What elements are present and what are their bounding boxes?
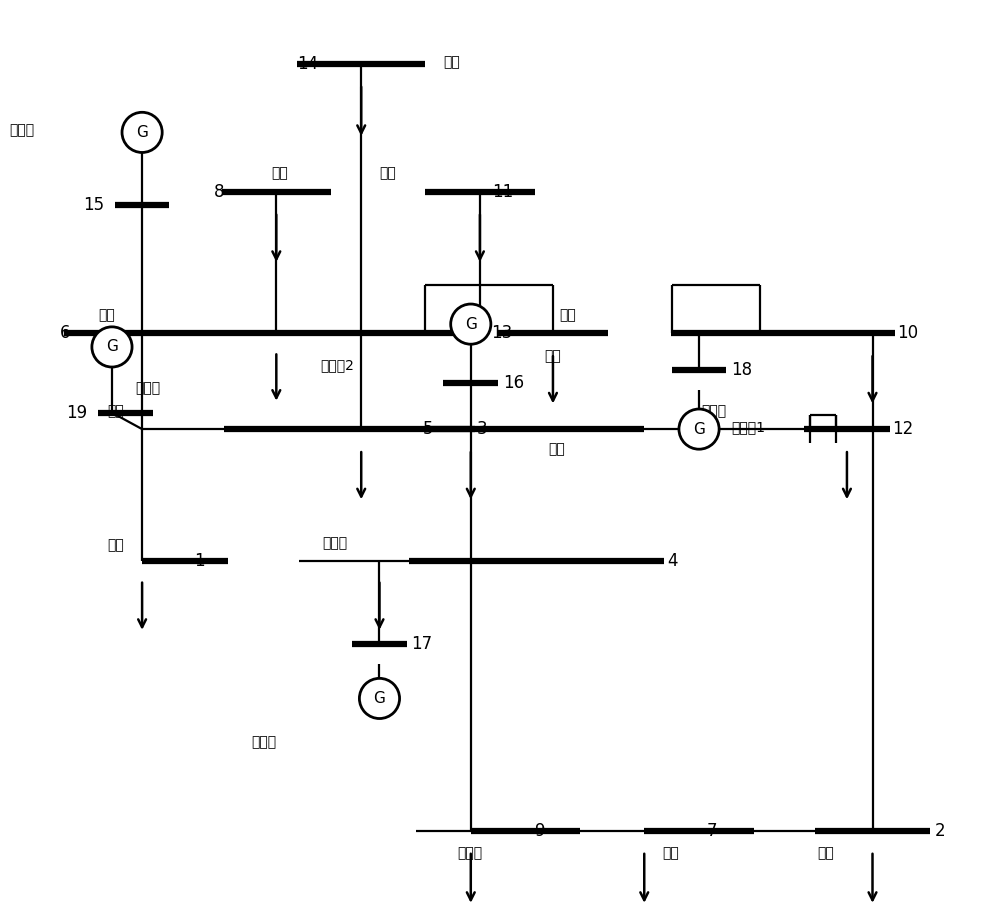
Text: 伊通: 伊通 xyxy=(663,846,679,861)
Text: 三家子: 三家子 xyxy=(322,536,347,551)
Circle shape xyxy=(92,327,132,367)
Text: 8: 8 xyxy=(214,183,225,201)
Text: 16: 16 xyxy=(503,374,524,393)
Text: 公主岭: 公主岭 xyxy=(457,846,482,861)
Text: 18: 18 xyxy=(731,361,752,379)
Text: 9: 9 xyxy=(535,822,545,840)
Text: 长二热1: 长二热1 xyxy=(731,420,765,435)
Text: G: G xyxy=(106,340,118,354)
Text: G: G xyxy=(374,691,385,706)
Text: 长二热2: 长二热2 xyxy=(320,358,354,373)
Text: 5: 5 xyxy=(422,420,433,438)
Text: 10: 10 xyxy=(897,324,918,342)
Text: 17: 17 xyxy=(411,635,433,653)
Text: 14: 14 xyxy=(297,55,318,73)
Circle shape xyxy=(359,678,400,719)
Text: 长三热: 长三热 xyxy=(252,735,277,750)
Text: 1: 1 xyxy=(194,552,205,571)
Text: 3: 3 xyxy=(477,420,488,438)
Text: 农安: 农安 xyxy=(272,166,288,181)
Text: G: G xyxy=(136,125,148,140)
Text: 2: 2 xyxy=(935,822,945,840)
Text: 双辽厂: 双辽厂 xyxy=(135,381,160,395)
Text: 12: 12 xyxy=(893,420,914,438)
Text: 15: 15 xyxy=(83,196,104,215)
Text: 11: 11 xyxy=(492,183,513,201)
Circle shape xyxy=(451,304,491,344)
Text: 长春: 长春 xyxy=(548,442,565,456)
Circle shape xyxy=(122,112,162,152)
Text: 北郊: 北郊 xyxy=(544,349,561,363)
Text: G: G xyxy=(693,422,705,436)
Text: 7: 7 xyxy=(706,822,717,840)
Text: 巨丰: 巨丰 xyxy=(107,538,124,552)
Text: 哈达湾: 哈达湾 xyxy=(701,404,726,418)
Text: 九台: 九台 xyxy=(379,166,396,181)
Text: 双阳: 双阳 xyxy=(818,846,834,861)
Text: 德惠: 德惠 xyxy=(443,55,460,69)
Text: 4: 4 xyxy=(667,552,678,571)
Text: 6: 6 xyxy=(60,324,70,342)
Text: 长四热: 长四热 xyxy=(10,123,35,138)
Text: 东郊: 东郊 xyxy=(559,308,576,322)
Text: 合心: 合心 xyxy=(98,308,115,322)
Circle shape xyxy=(679,409,719,449)
Text: 19: 19 xyxy=(66,404,87,422)
Text: G: G xyxy=(465,317,477,331)
Text: 西郊: 西郊 xyxy=(107,404,124,418)
Text: 13: 13 xyxy=(491,324,512,342)
